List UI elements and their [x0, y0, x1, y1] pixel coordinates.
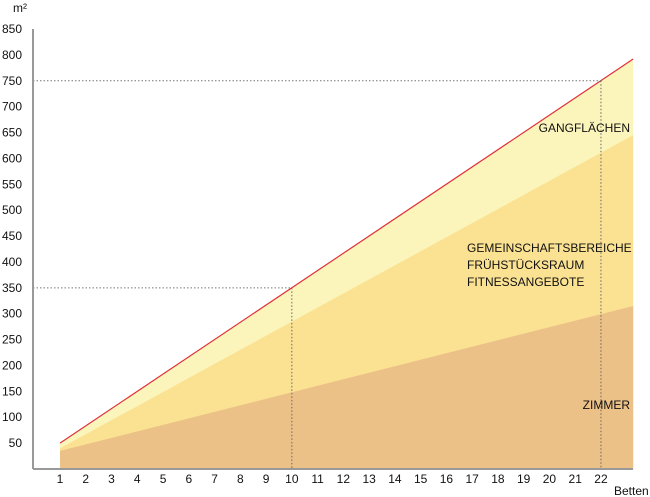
y-axis-label: m² — [13, 1, 27, 15]
x-tick-label: 19 — [517, 472, 531, 486]
y-tick-label: 200 — [2, 358, 22, 372]
y-tick-label: 800 — [2, 48, 22, 62]
y-tick-label: 150 — [2, 384, 22, 398]
y-tick-label: 600 — [2, 151, 22, 165]
label-gangflaechen: GANGFLÄCHEN — [539, 121, 630, 135]
x-tick-label: 15 — [414, 472, 428, 486]
y-tick-label: 350 — [2, 281, 22, 295]
y-tick-label: 700 — [2, 100, 22, 114]
total-line — [59, 58, 634, 444]
x-tick-label: 2 — [82, 472, 89, 486]
x-tick-label: 8 — [237, 472, 244, 486]
x-tick-label: 3 — [108, 472, 115, 486]
y-tick-label: 550 — [2, 177, 22, 191]
x-tick-label: 17 — [465, 472, 479, 486]
y-tick-label: 650 — [2, 126, 22, 140]
x-tick-label: 7 — [211, 472, 218, 486]
x-tick-label: 10 — [285, 472, 299, 486]
label-gemeinschaft-2: FITNESSANGEBOTE — [467, 275, 584, 289]
y-tick-label: 400 — [2, 255, 22, 269]
area-0 — [60, 305, 634, 469]
y-tick-label: 300 — [2, 307, 22, 321]
y-tick-label: 850 — [2, 22, 22, 36]
y-tick-label: 250 — [2, 333, 22, 347]
label-zimmer: ZIMMER — [583, 398, 631, 412]
y-tick-label: 750 — [2, 74, 22, 88]
x-tick-label: 18 — [491, 472, 505, 486]
x-tick-label: 4 — [134, 472, 141, 486]
y-tick-label: 500 — [2, 203, 22, 217]
x-tick-label: 5 — [160, 472, 167, 486]
x-tick-label: 20 — [543, 472, 557, 486]
label-gemeinschaft-1: FRÜHSTÜCKSRAUM — [467, 258, 584, 272]
x-axis-label: Betten — [614, 484, 649, 497]
x-tick-label: 11 — [311, 472, 324, 486]
x-tick-label: 1 — [57, 472, 64, 486]
y-tick-label: 450 — [2, 229, 22, 243]
x-tick-label: 9 — [263, 472, 270, 486]
label-gemeinschaft-0: GEMEINSCHAFTSBEREICHE — [467, 241, 632, 255]
x-tick-label: 6 — [185, 472, 192, 486]
x-tick-label: 16 — [440, 472, 454, 486]
y-tick-label: 100 — [2, 410, 22, 424]
x-tick-label: 12 — [337, 472, 351, 486]
x-tick-label: 22 — [594, 472, 608, 486]
y-tick-label: 50 — [9, 436, 23, 450]
x-tick-label: 14 — [388, 472, 402, 486]
x-tick-label: 13 — [362, 472, 376, 486]
x-tick-label: 21 — [569, 472, 583, 486]
